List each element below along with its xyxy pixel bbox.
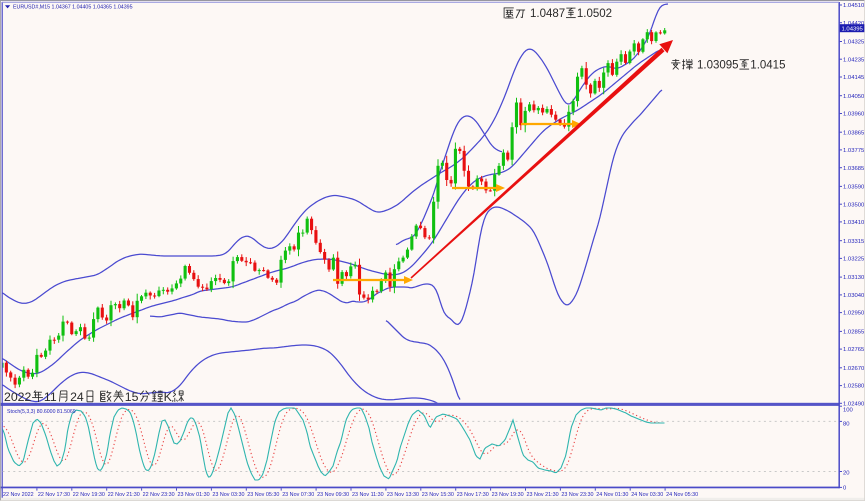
svg-text:1.02490: 1.02490 [843,401,865,407]
svg-text:80: 80 [843,422,850,428]
svg-text:23 Nov 11:30: 23 Nov 11:30 [352,492,384,498]
svg-text:Stoch(5,3,3) 80.6000 81.5069: Stoch(5,3,3) 80.6000 81.5069 [7,409,76,415]
svg-text:24 Nov 05:30: 24 Nov 05:30 [666,492,698,498]
svg-text:1.04145: 1.04145 [843,75,865,81]
svg-text:24 Nov 03:30: 24 Nov 03:30 [631,492,663,498]
svg-text:23 Nov 09:30: 23 Nov 09:30 [317,492,349,498]
svg-text:1.03040: 1.03040 [843,293,865,299]
svg-text:23 Nov 01:30: 23 Nov 01:30 [178,492,210,498]
svg-text:23 Nov 23:30: 23 Nov 23:30 [561,492,593,498]
svg-text:23 Nov 03:30: 23 Nov 03:30 [212,492,244,498]
svg-text:15: 15 [125,390,139,404]
svg-text:2022: 2022 [4,390,32,404]
svg-text:1.02765: 1.02765 [843,347,865,353]
svg-text:1.03775: 1.03775 [843,148,865,154]
svg-text:1.03685: 1.03685 [843,166,865,172]
svg-text:23 Nov 19:30: 23 Nov 19:30 [492,492,524,498]
svg-text:1.02580: 1.02580 [843,384,865,390]
svg-text:K: K [164,390,173,404]
svg-text:1.03410: 1.03410 [843,220,865,226]
svg-text:1.04325: 1.04325 [843,40,865,46]
svg-text:0: 0 [843,486,847,492]
svg-text:1.03225: 1.03225 [843,257,865,263]
svg-text:22 Nov 21:30: 22 Nov 21:30 [108,492,140,498]
svg-text:1.0415: 1.0415 [750,60,785,72]
svg-text:EURUSD#,M15 1.04367 1.04405 1: EURUSD#,M15 1.04367 1.04405 1.04365 1.04… [13,5,133,11]
svg-text:22 Nov 2022: 22 Nov 2022 [3,492,34,498]
svg-text:23 Nov 07:30: 23 Nov 07:30 [282,492,314,498]
svg-text:22 Nov 19:30: 22 Nov 19:30 [73,492,105,498]
svg-text:1.03590: 1.03590 [843,185,865,191]
svg-text:1.03500: 1.03500 [843,202,865,208]
svg-text:22 Nov 23:30: 22 Nov 23:30 [143,492,175,498]
svg-text:22 Nov 17:30: 22 Nov 17:30 [38,492,70,498]
svg-text:1.03315: 1.03315 [843,239,865,245]
svg-text:23 Nov 13:30: 23 Nov 13:30 [387,492,419,498]
svg-text:1.03095: 1.03095 [697,60,739,72]
svg-text:11: 11 [44,390,57,404]
svg-text:1.04395: 1.04395 [842,27,864,33]
svg-text:1.03130: 1.03130 [843,275,865,281]
svg-text:24: 24 [70,390,84,404]
svg-text:20: 20 [843,471,850,477]
svg-text:1.03865: 1.03865 [843,130,865,136]
svg-text:1.02670: 1.02670 [843,366,865,372]
svg-text:100: 100 [843,408,854,414]
svg-text:1.04510: 1.04510 [843,3,865,9]
svg-text:1.03960: 1.03960 [843,112,865,118]
svg-text:23 Nov 17:30: 23 Nov 17:30 [457,492,489,498]
svg-text:1.02855: 1.02855 [843,330,865,336]
svg-text:1.0502: 1.0502 [577,8,612,20]
svg-text:1.02950: 1.02950 [843,311,865,317]
svg-text:23 Nov 21:30: 23 Nov 21:30 [527,492,559,498]
svg-text:1.04050: 1.04050 [843,94,865,100]
svg-text:24 Nov 01:30: 24 Nov 01:30 [596,492,628,498]
svg-text:23 Nov 05:30: 23 Nov 05:30 [247,492,279,498]
svg-text:1.04420: 1.04420 [843,21,865,27]
svg-text:23 Nov 15:30: 23 Nov 15:30 [422,492,454,498]
svg-text:1.0487: 1.0487 [530,8,565,20]
svg-text:1.04235: 1.04235 [843,57,865,63]
